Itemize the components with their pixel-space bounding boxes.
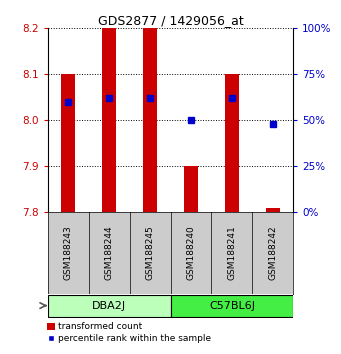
- FancyBboxPatch shape: [170, 295, 293, 317]
- Bar: [102, 28, 116, 212]
- Bar: [225, 74, 239, 212]
- Text: DBA2J: DBA2J: [92, 301, 126, 310]
- Text: C57BL6J: C57BL6J: [209, 301, 255, 310]
- Text: GSM188241: GSM188241: [227, 225, 236, 280]
- Text: GSM188242: GSM188242: [268, 225, 277, 280]
- Text: GSM188245: GSM188245: [146, 225, 154, 280]
- Text: GSM188244: GSM188244: [105, 225, 114, 280]
- FancyBboxPatch shape: [48, 295, 170, 317]
- Legend: transformed count, percentile rank within the sample: transformed count, percentile rank withi…: [47, 322, 211, 343]
- Bar: [266, 207, 280, 212]
- Bar: [61, 74, 75, 212]
- Bar: [184, 166, 198, 212]
- Title: GDS2877 / 1429056_at: GDS2877 / 1429056_at: [98, 14, 243, 27]
- Text: GSM188240: GSM188240: [187, 225, 195, 280]
- Text: GSM188243: GSM188243: [64, 225, 73, 280]
- Bar: [143, 28, 157, 212]
